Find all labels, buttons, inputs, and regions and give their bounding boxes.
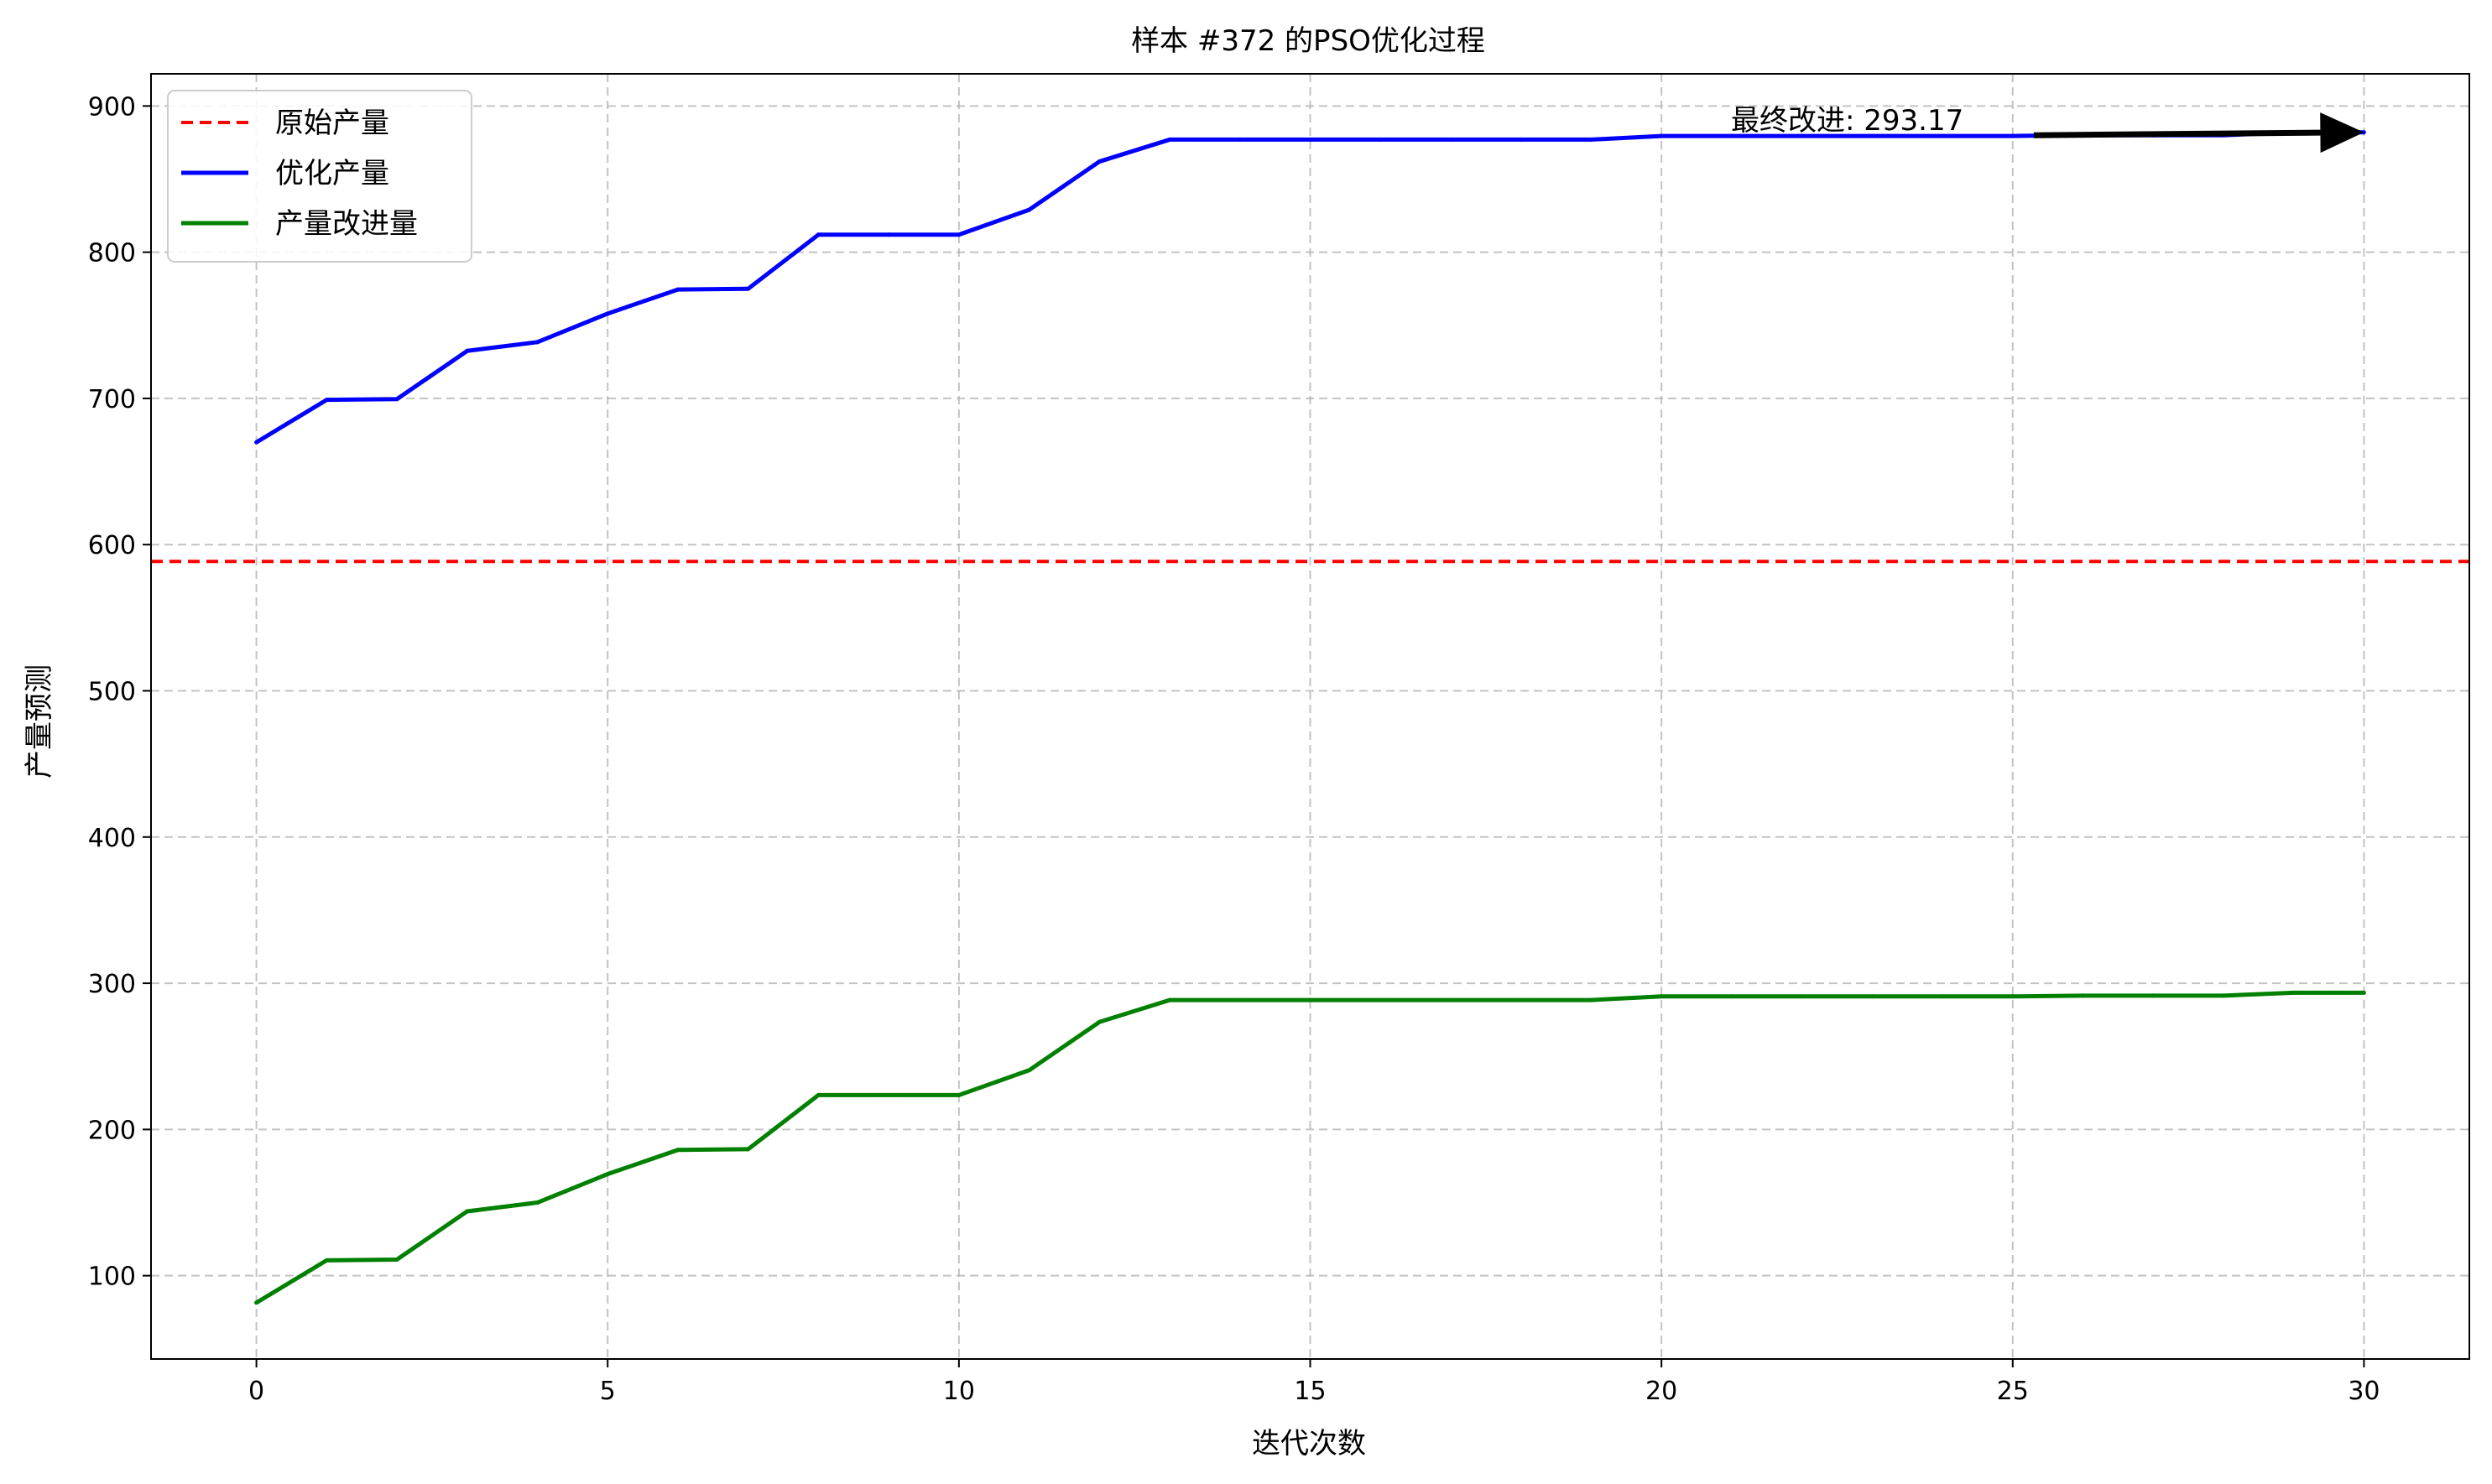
series-2-point <box>535 340 540 345</box>
series-2-point <box>1448 137 1453 142</box>
series-3-point <box>1448 997 1453 1002</box>
series-2-point <box>1308 137 1312 142</box>
series-3-point <box>1167 997 1172 1002</box>
series-3-point <box>957 1092 962 1097</box>
series-3-point <box>816 1092 821 1097</box>
series-2-point <box>1167 137 1172 142</box>
series-2-point <box>1729 133 1734 138</box>
series-3-point <box>535 1200 540 1205</box>
series-3-point <box>1378 997 1383 1002</box>
series-3-point <box>2010 994 2015 999</box>
y-tick-label: 600 <box>88 531 136 560</box>
series-2-point <box>324 398 329 403</box>
series-3-point <box>1800 994 1805 999</box>
y-tick-label: 900 <box>88 92 136 122</box>
x-tick-label: 30 <box>2348 1377 2380 1406</box>
series-3-point <box>1097 1019 1102 1024</box>
legend-box <box>167 90 472 263</box>
x-tick-label: 0 <box>248 1377 264 1406</box>
series-3-point <box>1308 997 1312 1002</box>
series-2-point <box>605 311 610 316</box>
legend-label: 优化产量 <box>275 157 389 190</box>
legend-label: 产量改进量 <box>275 207 418 241</box>
y-tick-label: 300 <box>88 970 136 999</box>
grid <box>151 74 2469 1359</box>
series-2-point <box>1027 207 1032 212</box>
x-tick-label: 15 <box>1294 1377 1326 1406</box>
series-3-point <box>746 1147 751 1152</box>
series-3-point <box>394 1257 399 1262</box>
series-3-point <box>2081 993 2085 998</box>
series-3-point <box>2221 993 2226 998</box>
series-2-point <box>1519 137 1524 142</box>
series-2-point <box>394 397 399 402</box>
series-2-point <box>746 286 751 291</box>
y-tick-label: 400 <box>88 824 136 853</box>
x-axis-label: 迭代次数 <box>1252 1427 1366 1461</box>
annotation-text: 最终改进: 293.17 <box>1731 104 1963 138</box>
x-tick-label: 5 <box>600 1377 616 1406</box>
series-2-point <box>957 232 962 237</box>
axis-ticks: 0 5 10 15 20 25 30 100 200 300 400 500 600 700 800 900 <box>88 92 2380 1406</box>
y-tick-label: 800 <box>88 239 136 268</box>
series-2-point <box>1238 137 1243 142</box>
series-2-point <box>465 348 470 353</box>
series-2-point <box>675 287 680 292</box>
series-2-point <box>2010 133 2015 138</box>
legend-label: 原始产量 <box>275 107 389 140</box>
series-2-point <box>1659 133 1664 138</box>
series-2-point <box>1869 133 1874 138</box>
series-3-point <box>1588 997 1593 1002</box>
y-tick-label: 100 <box>88 1263 136 1292</box>
series-3-point <box>254 1300 259 1305</box>
series-3-point <box>1238 997 1243 1002</box>
series-3-point <box>2151 993 2156 998</box>
plot-series <box>151 130 2469 1305</box>
series-2-point <box>254 440 259 445</box>
x-tick-label: 25 <box>1997 1377 2029 1406</box>
series-3-point <box>886 1092 891 1097</box>
series-2-point <box>886 232 891 237</box>
series-3-point <box>1940 994 1945 999</box>
series-3-point <box>1869 994 1874 999</box>
series-3-point <box>605 1172 610 1177</box>
y-tick-label: 700 <box>88 385 136 414</box>
series-2-point <box>1097 159 1102 164</box>
x-tick-label: 20 <box>1645 1377 1677 1406</box>
series-3-point <box>1519 997 1524 1002</box>
series-2-point <box>1940 133 1945 138</box>
x-tick-label: 10 <box>943 1377 975 1406</box>
series-3-point <box>1659 994 1664 999</box>
annotation-arrow-head <box>2320 112 2364 154</box>
series-3-point <box>1729 994 1734 999</box>
series-3-point <box>675 1148 680 1153</box>
series-3-point <box>2291 990 2296 995</box>
series-3-point <box>465 1209 470 1214</box>
annotation: 最终改进: 293.17 <box>1731 104 2364 154</box>
series-3-point <box>2361 990 2366 995</box>
series-2-point <box>1800 133 1805 138</box>
y-axis-label: 产量预测 <box>23 664 56 778</box>
series-2-point <box>816 232 821 237</box>
annotation-arrow-shaft <box>2033 129 2321 138</box>
chart-title: 样本 #372 的PSO优化过程 <box>1131 24 1485 58</box>
series-3-point <box>1027 1068 1032 1073</box>
series-2-point <box>1378 137 1383 142</box>
y-tick-label: 200 <box>88 1116 136 1145</box>
y-tick-label: 500 <box>88 677 136 706</box>
series-3-point <box>324 1257 329 1263</box>
series-2-point <box>1588 137 1593 142</box>
